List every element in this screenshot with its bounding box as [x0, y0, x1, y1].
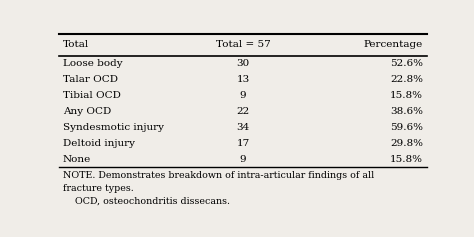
Text: 34: 34 — [237, 123, 249, 132]
Text: Any OCD: Any OCD — [63, 107, 111, 116]
Text: Talar OCD: Talar OCD — [63, 75, 118, 84]
Text: 9: 9 — [240, 155, 246, 164]
Text: Deltoid injury: Deltoid injury — [63, 139, 135, 148]
Text: fracture types.: fracture types. — [63, 184, 134, 193]
Text: Percentage: Percentage — [364, 40, 423, 49]
Text: None: None — [63, 155, 91, 164]
Text: Syndesmotic injury: Syndesmotic injury — [63, 123, 164, 132]
Text: Tibial OCD: Tibial OCD — [63, 91, 121, 100]
Text: Total = 57: Total = 57 — [216, 40, 270, 49]
Text: NOTE. Demonstrates breakdown of intra-articular findings of all: NOTE. Demonstrates breakdown of intra-ar… — [63, 171, 374, 180]
Text: 9: 9 — [240, 91, 246, 100]
Text: Loose body: Loose body — [63, 59, 123, 68]
Text: 52.6%: 52.6% — [390, 59, 423, 68]
Text: 29.8%: 29.8% — [390, 139, 423, 148]
Text: 13: 13 — [237, 75, 249, 84]
Text: 22: 22 — [237, 107, 249, 116]
Text: 17: 17 — [237, 139, 249, 148]
Text: Total: Total — [63, 40, 89, 49]
Text: 15.8%: 15.8% — [390, 91, 423, 100]
Text: OCD, osteochondritis dissecans.: OCD, osteochondritis dissecans. — [63, 197, 230, 206]
Text: 15.8%: 15.8% — [390, 155, 423, 164]
Text: 59.6%: 59.6% — [390, 123, 423, 132]
Text: 38.6%: 38.6% — [390, 107, 423, 116]
Text: 30: 30 — [237, 59, 249, 68]
Text: 22.8%: 22.8% — [390, 75, 423, 84]
